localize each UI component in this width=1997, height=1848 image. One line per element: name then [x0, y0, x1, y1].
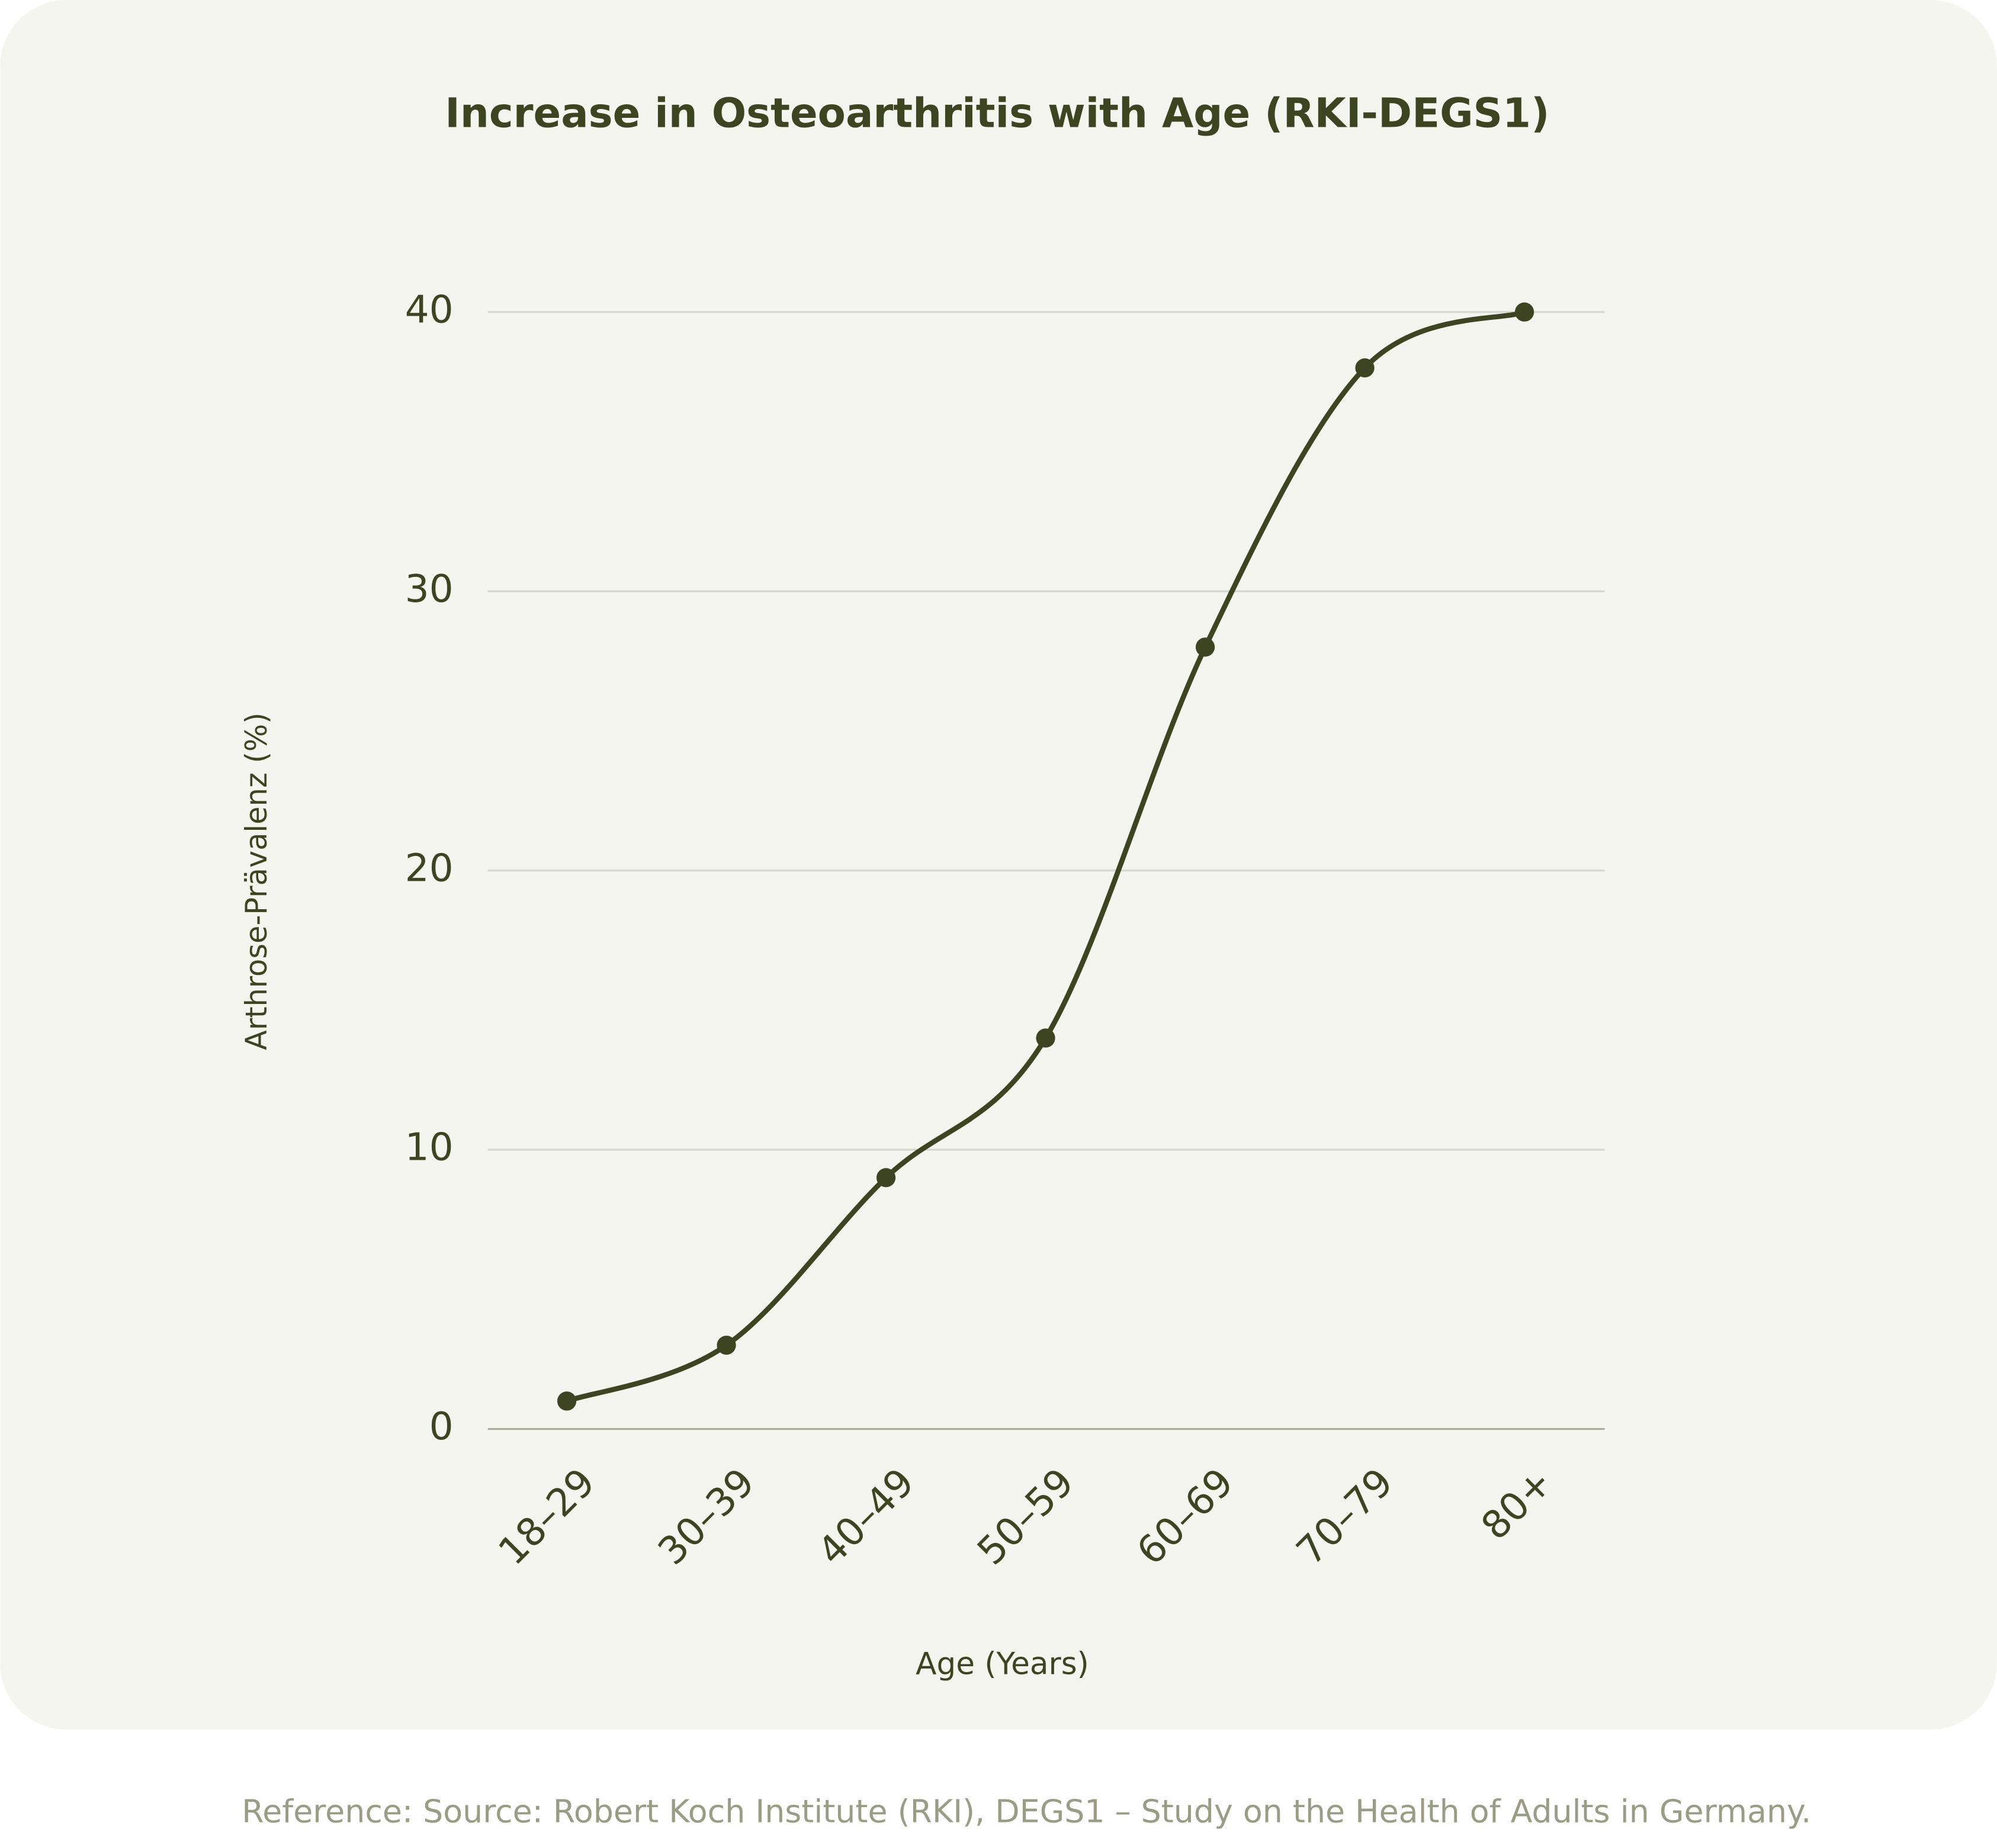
point [1355, 358, 1375, 378]
point [557, 1391, 577, 1411]
point [876, 1168, 896, 1188]
y-axis-title: Arthrose-Prävalenz (%) [239, 713, 274, 1050]
y-tick-label: 0 [429, 1404, 454, 1449]
point [1195, 637, 1215, 657]
x-axis-title: Age (Years) [916, 1647, 1089, 1682]
point [1036, 1028, 1055, 1048]
point [717, 1336, 736, 1355]
y-tick-label: 10 [405, 1125, 454, 1170]
point [1514, 302, 1534, 322]
chart-title: Increase in Osteoarthritis with Age (RKI… [445, 90, 1549, 137]
card [0, 0, 1997, 1730]
y-tick-label: 40 [405, 287, 454, 332]
y-tick-label: 30 [405, 567, 454, 611]
y-tick-label: 20 [405, 846, 454, 890]
footnote: Reference: Source: Robert Koch Institute… [242, 1793, 1811, 1830]
line [566, 309, 1526, 1404]
